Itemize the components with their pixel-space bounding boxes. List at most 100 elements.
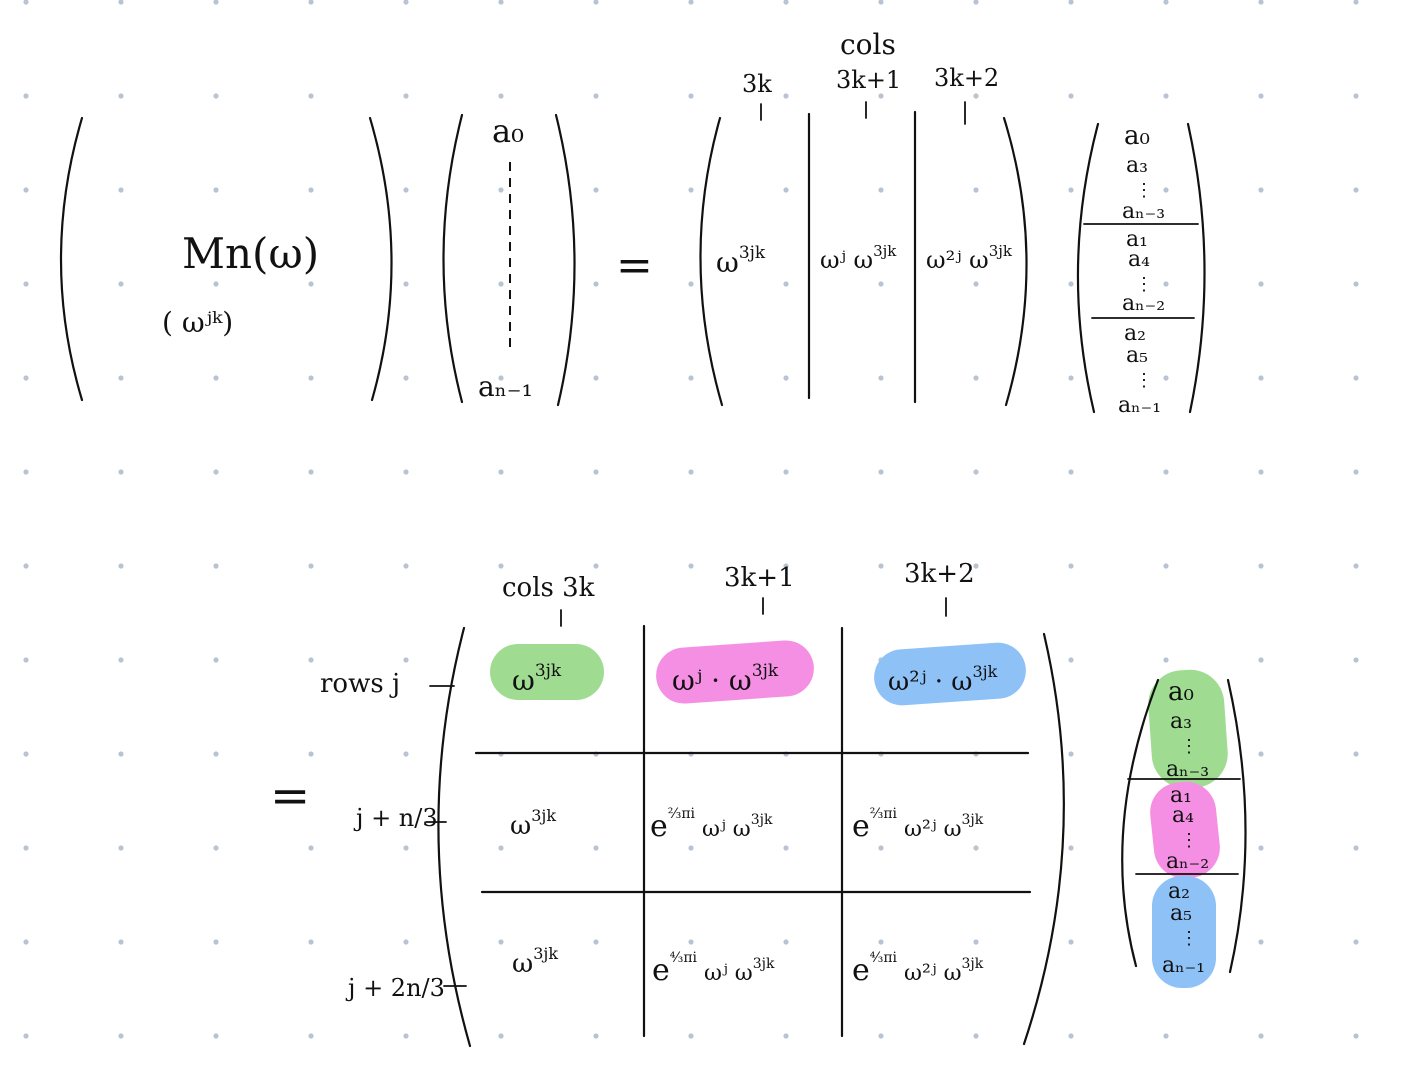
grid-dot bbox=[118, 375, 124, 381]
grid-dot bbox=[1163, 0, 1169, 5]
top-cell-1: ω3jk bbox=[716, 243, 766, 279]
grid-dot bbox=[23, 1033, 29, 1039]
grid-dot bbox=[688, 375, 694, 381]
grid-dot bbox=[498, 93, 504, 99]
grid-dot bbox=[308, 751, 314, 757]
grid-dot bbox=[1258, 469, 1264, 475]
perm-an2: aₙ₋₂ bbox=[1122, 291, 1165, 316]
perm-bottom-left-paren bbox=[1121, 678, 1160, 968]
grid-dot bbox=[118, 1033, 124, 1039]
grid-dot bbox=[308, 0, 314, 5]
grid-dot bbox=[1163, 187, 1169, 193]
grid-dot bbox=[23, 563, 29, 569]
grid-dot bbox=[1353, 281, 1359, 287]
matrix-mn: Mn(ω) ( ωʲᵏ) bbox=[59, 116, 393, 402]
grid-dot bbox=[1353, 0, 1359, 5]
dot-grid bbox=[23, 0, 1359, 1039]
grid-dot bbox=[1353, 1033, 1359, 1039]
grid-dot bbox=[308, 1033, 314, 1039]
grid-dot bbox=[498, 563, 504, 569]
grid-dot bbox=[1068, 657, 1074, 663]
grid-dot bbox=[688, 845, 694, 851]
grid-dot bbox=[308, 657, 314, 663]
grid-dot bbox=[1163, 657, 1169, 663]
grid-dot bbox=[118, 469, 124, 475]
grid-dot bbox=[23, 657, 29, 663]
grid-dot bbox=[118, 939, 124, 945]
grid-dot bbox=[498, 187, 504, 193]
grid-dot bbox=[783, 93, 789, 99]
grid-dot bbox=[118, 281, 124, 287]
bottom-col-label-3k1: 3k+1 bbox=[724, 563, 795, 593]
grid-dot bbox=[1258, 375, 1264, 381]
grid-dot bbox=[1258, 93, 1264, 99]
highlight-green bbox=[490, 644, 604, 700]
grid-dot bbox=[593, 939, 599, 945]
grid-dot bbox=[878, 281, 884, 287]
grid-dot bbox=[403, 751, 409, 757]
bottom-equation: = cols 3k 3k+1 3k+2 rows j j + n/3 j + 2… bbox=[270, 559, 1247, 1048]
grid-dot bbox=[403, 939, 409, 945]
grid-dot bbox=[308, 375, 314, 381]
grid-dot bbox=[23, 187, 29, 193]
perm-left-paren bbox=[1076, 122, 1100, 414]
grid-dot bbox=[593, 563, 599, 569]
grid-dot bbox=[213, 1033, 219, 1039]
perm-dots-3: ⋮ bbox=[1135, 370, 1153, 391]
grid-dot bbox=[308, 845, 314, 851]
grid-dot bbox=[498, 0, 504, 5]
left-paren bbox=[59, 116, 84, 402]
grid-dot bbox=[973, 281, 979, 287]
grid-dot bbox=[1068, 0, 1074, 5]
block-right-paren bbox=[1002, 116, 1028, 407]
grid-cell-r1c1: ω3jk bbox=[512, 661, 562, 697]
matrix-entry: ( ωʲᵏ) bbox=[162, 306, 233, 339]
grid-dot bbox=[973, 93, 979, 99]
grid-dot bbox=[213, 939, 219, 945]
grid-dot bbox=[593, 1033, 599, 1039]
grid-dot bbox=[1353, 845, 1359, 851]
grid-dot bbox=[878, 0, 884, 5]
grid-dot bbox=[498, 281, 504, 287]
input-vector: a₀ aₙ₋₁ bbox=[442, 112, 576, 407]
grid-dot bbox=[23, 469, 29, 475]
perm-a5: a₅ bbox=[1126, 343, 1148, 368]
grid-dot bbox=[498, 939, 504, 945]
grid-dot bbox=[1258, 281, 1264, 287]
grid-cell-r2c3: e⅔πi ω²ʲ ω3jk bbox=[852, 806, 984, 844]
grid-dot bbox=[1353, 939, 1359, 945]
grid-dot bbox=[213, 563, 219, 569]
grid-dot bbox=[403, 93, 409, 99]
grid-dot bbox=[1258, 563, 1264, 569]
grid-dot bbox=[1163, 469, 1169, 475]
grid-dot bbox=[213, 845, 219, 851]
grid-dot bbox=[593, 469, 599, 475]
grid-dot bbox=[1353, 751, 1359, 757]
bottom-col-label-3k: cols 3k bbox=[502, 573, 595, 603]
grid-dot bbox=[688, 187, 694, 193]
grid-dot bbox=[783, 469, 789, 475]
bottom-col-label-3k2: 3k+2 bbox=[904, 559, 975, 589]
col-label-3k: 3k bbox=[742, 70, 772, 98]
grid-dot bbox=[593, 375, 599, 381]
grid-dot bbox=[213, 93, 219, 99]
grid-dot bbox=[213, 751, 219, 757]
vector-first-entry: a₀ bbox=[492, 112, 524, 150]
highlight-blue bbox=[874, 642, 1026, 706]
perm-b-dots-2: ⋮ bbox=[1180, 830, 1198, 851]
grid-dot bbox=[1163, 563, 1169, 569]
grid-dot bbox=[1068, 1033, 1074, 1039]
grid-dot bbox=[1258, 0, 1264, 5]
vector-last-entry: aₙ₋₁ bbox=[478, 370, 533, 403]
perm-a4: a₄ bbox=[1128, 247, 1150, 272]
perm-dots-1: ⋮ bbox=[1135, 180, 1153, 201]
grid-dot bbox=[23, 0, 29, 5]
grid-dot bbox=[403, 845, 409, 851]
grid-dot bbox=[23, 93, 29, 99]
grid-dot bbox=[783, 0, 789, 5]
grid-dot bbox=[973, 187, 979, 193]
grid-dot bbox=[783, 375, 789, 381]
grid-dot bbox=[878, 939, 884, 945]
